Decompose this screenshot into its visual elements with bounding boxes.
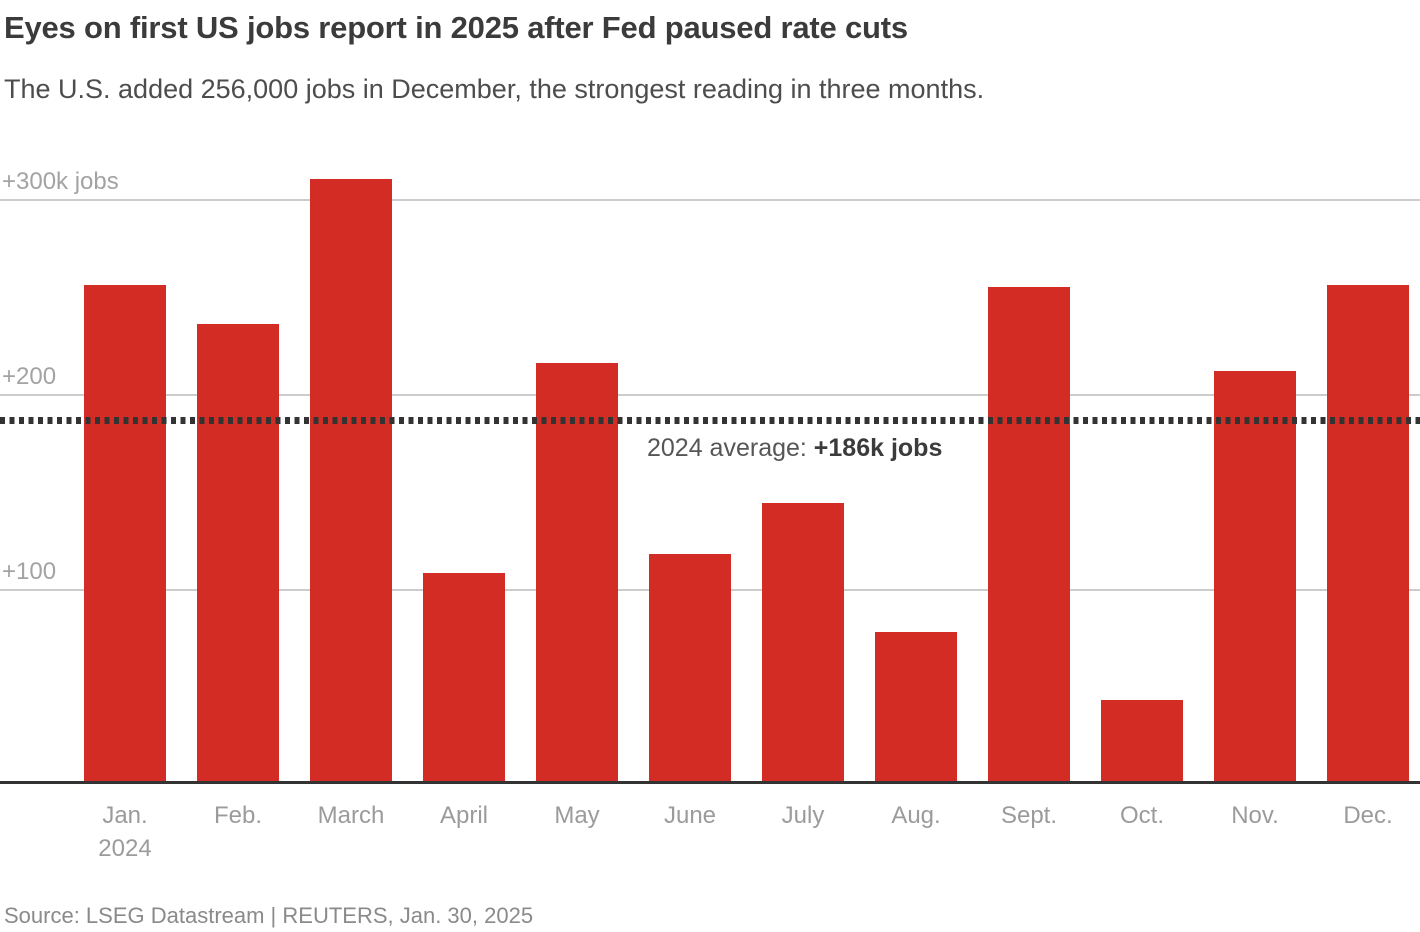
chart-title: Eyes on first US jobs report in 2025 aft…	[4, 10, 908, 45]
x-axis-tick-label: Feb.	[213, 802, 263, 829]
x-axis-tick-label: Sept.	[1000, 802, 1058, 829]
bar-sept	[988, 287, 1070, 782]
bar-feb	[197, 324, 279, 782]
y-axis-tick-label: +200	[2, 363, 57, 390]
bar-nov	[1214, 371, 1296, 782]
x-axis-tick-label: Oct.	[1119, 802, 1164, 829]
x-axis-tick-label: May	[554, 802, 600, 829]
x-axis-tick-label: July	[781, 802, 825, 829]
bar-july	[762, 503, 844, 782]
bar-june	[649, 554, 731, 782]
bar-dec	[1327, 285, 1409, 782]
x-axis-baseline	[0, 781, 1420, 784]
chart-subtitle: The U.S. added 256,000 jobs in December,…	[4, 74, 985, 104]
bar-aug	[875, 632, 957, 782]
bar-oct	[1101, 700, 1183, 782]
gridline-200k	[0, 394, 1420, 396]
x-axis-tick-label: Nov.	[1231, 802, 1279, 829]
bar-april	[423, 573, 505, 782]
x-axis-tick-label: June	[663, 802, 717, 829]
x-axis-tick-label: Dec.	[1343, 802, 1393, 829]
gridline-300k	[0, 199, 1420, 201]
bar-jan	[84, 285, 166, 782]
average-reference-line	[0, 417, 1420, 424]
source-attribution: Source: LSEG Datastream | REUTERS, Jan. …	[4, 903, 534, 928]
bar-march	[310, 179, 392, 782]
y-axis-tick-label: +100	[2, 558, 57, 585]
y-axis-tick-label: +300k jobs	[2, 168, 119, 195]
bar-may	[536, 363, 618, 782]
x-axis-tick-label: Jan. 2024	[98, 802, 152, 862]
average-line-annotation: 2024 average: +186k jobs	[647, 434, 942, 463]
average-annotation-prefix: 2024 average:	[647, 434, 814, 462]
average-annotation-value: +186k jobs	[813, 434, 943, 462]
x-axis-tick-label: March	[317, 802, 385, 829]
x-axis-tick-label: Aug.	[891, 802, 941, 829]
x-axis-tick-label: April	[439, 802, 488, 829]
